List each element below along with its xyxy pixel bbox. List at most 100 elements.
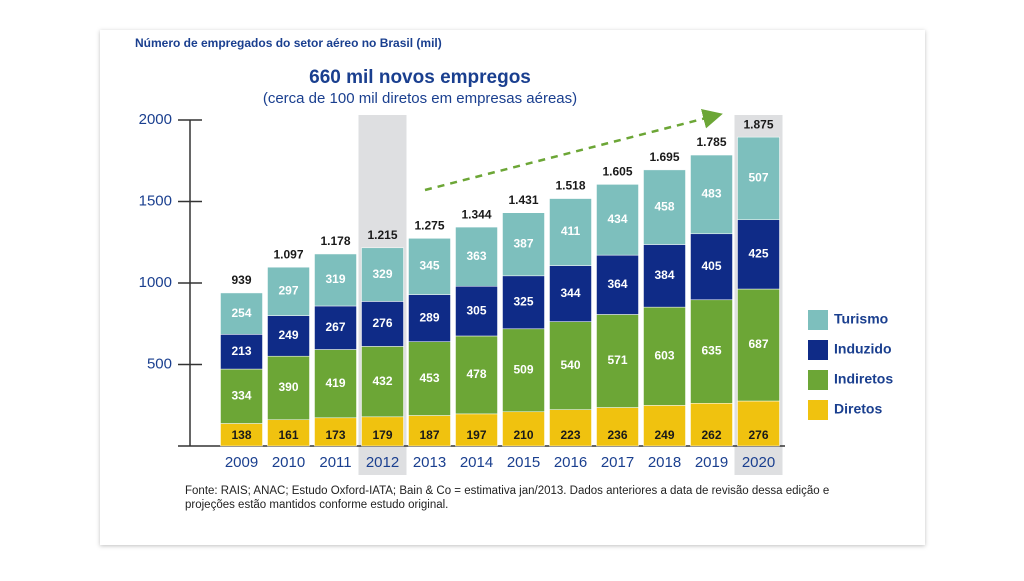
total-label: 1.431	[508, 193, 538, 207]
bar-segment	[502, 328, 545, 413]
value-label: 297	[278, 284, 298, 298]
value-label: 458	[654, 199, 674, 213]
bar-segment	[643, 306, 686, 406]
value-label: 603	[654, 348, 674, 362]
bar-segment	[502, 212, 545, 277]
bar-segment	[361, 247, 404, 302]
total-label: 1.275	[414, 219, 444, 233]
x-tick-label: 2019	[695, 454, 728, 471]
x-tick-label: 2018	[648, 454, 681, 471]
bar-segment	[267, 266, 310, 316]
value-label: 434	[607, 212, 627, 226]
total-label: 1.518	[555, 179, 585, 193]
value-label: 509	[513, 362, 533, 376]
value-label: 364	[607, 277, 627, 291]
y-tick-label: 1000	[139, 274, 172, 291]
bar-segment	[408, 341, 451, 416]
value-label: 390	[278, 380, 298, 394]
y-tick-label: 500	[147, 355, 172, 372]
value-label: 540	[560, 358, 580, 372]
bar-segment	[314, 417, 357, 447]
x-tick-label: 2017	[601, 454, 634, 471]
total-label: 939	[231, 273, 251, 287]
bar-segment	[314, 253, 357, 307]
value-label: 213	[231, 344, 251, 358]
value-label: 161	[278, 428, 298, 442]
value-label: 267	[325, 320, 345, 334]
bar-segment	[408, 238, 451, 295]
value-label: 687	[748, 337, 768, 351]
bar-segment	[596, 184, 639, 256]
value-label: 453	[419, 371, 439, 385]
value-label: 387	[513, 236, 533, 250]
value-label: 210	[513, 428, 533, 442]
value-label: 411	[561, 224, 581, 238]
bar-segment	[314, 349, 357, 419]
bar-segment	[643, 244, 686, 308]
total-label: 1.875	[743, 117, 773, 131]
bar-segment	[220, 368, 263, 424]
value-label: 334	[231, 388, 251, 402]
bar-segment	[737, 219, 780, 290]
value-label: 249	[278, 328, 298, 342]
x-tick-label: 2013	[413, 454, 446, 471]
value-label: 254	[231, 306, 251, 320]
bar-segment	[643, 405, 686, 447]
value-label: 384	[654, 268, 674, 282]
value-label: 173	[325, 428, 345, 442]
x-tick-label: 2009	[225, 454, 258, 471]
value-label: 405	[701, 259, 721, 273]
bar-segment	[220, 334, 263, 370]
value-label: 138	[231, 428, 251, 442]
total-label: 1.097	[273, 247, 303, 261]
bar-segment	[596, 314, 639, 408]
bar-segment	[596, 254, 639, 315]
value-label: 432	[372, 374, 392, 388]
legend-swatch	[808, 400, 828, 420]
x-tick-label: 2015	[507, 454, 540, 471]
total-label: 1.785	[696, 135, 726, 149]
total-label: 1.344	[461, 207, 491, 221]
value-label: 345	[419, 259, 439, 273]
value-label: 425	[748, 247, 768, 261]
bar-segment	[643, 169, 686, 245]
bar-segment	[314, 305, 357, 350]
x-tick-label: 2014	[460, 454, 493, 471]
value-label: 187	[419, 428, 439, 442]
x-tick-label: 2016	[554, 454, 587, 471]
bar-segment	[549, 409, 592, 447]
legend-swatch	[808, 340, 828, 360]
bar-segment	[690, 403, 733, 447]
value-label: 276	[372, 316, 392, 330]
bar-segment	[690, 154, 733, 235]
value-label: 325	[513, 294, 533, 308]
bar-segment	[267, 355, 310, 421]
bar-segment	[220, 292, 263, 335]
bar-segment	[267, 315, 310, 357]
chart-title: Número de empregados do setor aéreo no B…	[135, 36, 442, 50]
bar-segment	[361, 301, 404, 347]
bar-segment	[502, 411, 545, 447]
x-tick-label: 2010	[272, 454, 305, 471]
value-label: 571	[607, 353, 627, 367]
x-tick-label: 2020	[742, 454, 775, 471]
bar-segment	[267, 419, 310, 447]
bar-segment	[737, 400, 780, 447]
total-label: 1.605	[602, 165, 632, 179]
bar-segment	[502, 275, 545, 330]
source-note: Fonte: RAIS; ANAC; Estudo Oxford-IATA; B…	[185, 485, 830, 511]
bar-segment	[737, 288, 780, 402]
x-tick-label: 2012	[366, 454, 399, 471]
legend-label: Turismo	[834, 311, 888, 327]
value-label: 483	[701, 187, 721, 201]
value-label: 635	[701, 344, 721, 358]
value-label: 507	[748, 171, 768, 185]
value-label: 363	[466, 249, 486, 263]
bar-segment	[361, 346, 404, 418]
value-label: 319	[325, 272, 345, 286]
y-tick-label: 1500	[139, 192, 172, 209]
bar-segment	[737, 136, 780, 221]
bar-segment	[455, 226, 498, 287]
source-box: Fonte: RAIS; ANAC; Estudo Oxford-IATA; B…	[185, 485, 830, 511]
